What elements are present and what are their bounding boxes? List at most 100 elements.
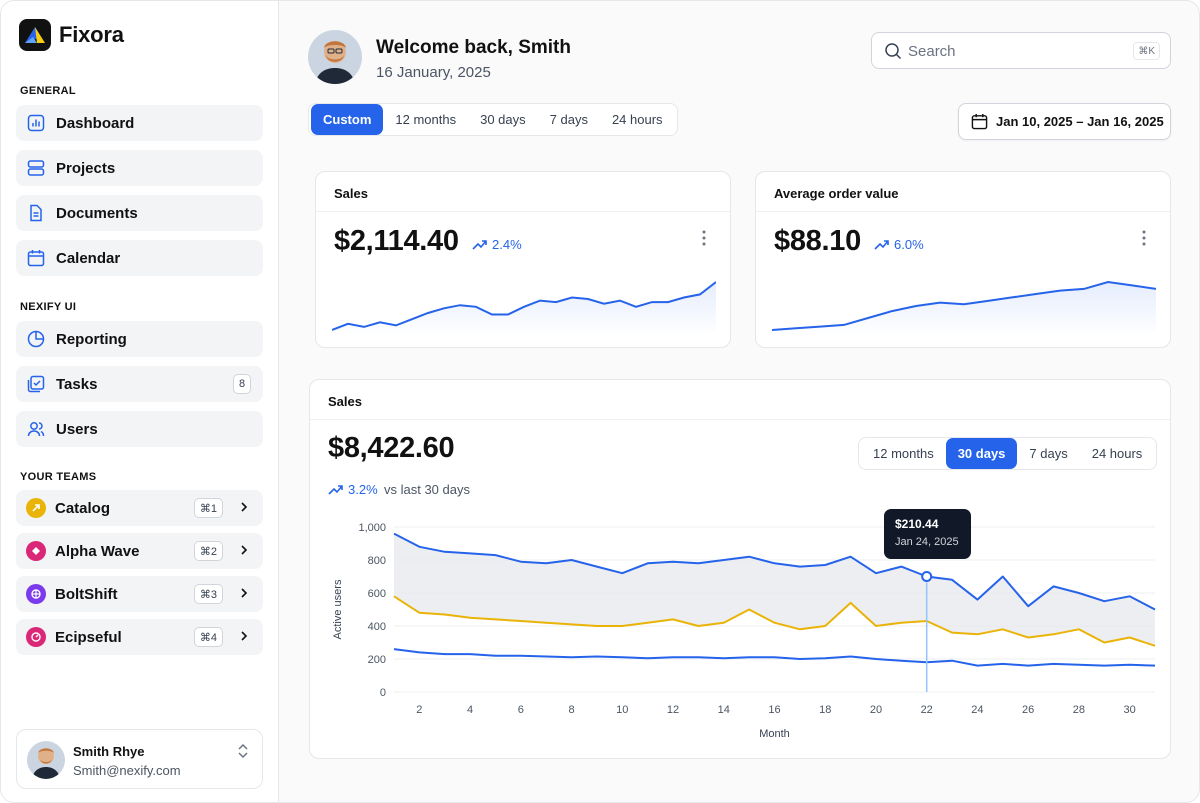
sparkline-line [332,281,716,331]
x-tick-label: 28 [1073,704,1085,716]
y-tick-label: 0 [380,687,386,699]
kpi-card-aov: Average order value $88.10 6.0% [755,171,1171,348]
trend-up-icon [874,239,889,250]
sales-range-tabs: 12 months 30 days 7 days 24 hours [858,437,1158,470]
sidebar-item-label: Calendar [56,249,121,267]
date-range-picker[interactable]: Jan 10, 2025 – Jan 16, 2025 [958,103,1171,140]
chevron-right-icon [241,631,248,641]
x-tick-label: 4 [467,704,473,716]
sidebar-item-projects[interactable]: Projects [16,150,263,186]
chevron-right-icon [241,545,248,555]
chevron-right-icon [241,588,248,598]
card-divider [756,211,1170,212]
sales-chart-card: Sales $8,422.60 3.2% vs last 30 days 12 … [309,379,1171,759]
tab-7-days[interactable]: 7 days [1029,446,1068,461]
team-shortcut: ⌘3 [193,584,223,604]
x-tick-label: 24 [971,704,983,716]
tasks-count-badge: 8 [233,374,251,394]
aov-sparkline [772,280,1156,336]
x-tick-label: 14 [718,704,730,716]
chart-icon [26,113,46,133]
tab-7-days[interactable]: 7 days [549,112,588,127]
team-shortcut: ⌘1 [193,498,223,518]
x-tick-label: 6 [518,704,524,716]
team-item-ecipseful[interactable]: Ecipseful ⌘4 [16,619,263,655]
sidebar-item-label: Reporting [56,330,127,348]
pie-icon [26,329,46,349]
tab-12-months[interactable]: 12 months [395,112,457,127]
trend-up-icon [472,239,487,250]
brand-name: Fixora [59,22,124,47]
document-icon [26,203,46,223]
brand-logo[interactable]: Fixora [19,19,124,51]
team-label: BoltShift [55,585,118,603]
tab-30-days[interactable]: 30 days [480,112,526,127]
kpi-delta: 2.4% [472,237,522,252]
search-icon [885,43,902,60]
stack-icon [26,158,46,178]
kpi-card-sales: Sales $2,114.40 2.4% [315,171,731,348]
date-range-label: Jan 10, 2025 – Jan 16, 2025 [996,114,1164,129]
current-date: 16 January, 2025 [376,64,491,81]
kpi-delta: 6.0% [874,237,924,252]
avatar[interactable] [308,30,362,84]
card-title: Sales [328,394,362,409]
tab-24-hours[interactable]: 24 hours [1091,446,1143,461]
sidebar-item-tasks[interactable]: Tasks 8 [16,366,263,402]
x-tick-label: 16 [768,704,780,716]
series-line-0 [393,532,1156,611]
team-item-catalog[interactable]: Catalog ⌘1 [16,490,263,526]
card-divider [316,211,730,212]
sales-delta-value: 3.2% [348,482,378,497]
section-nexify: NEXIFY UI [20,301,77,313]
kpi-value: $88.10 [774,225,861,257]
team-item-alpha-wave[interactable]: Alpha Wave ⌘2 [16,533,263,569]
sidebar-item-documents[interactable]: Documents [16,195,263,231]
tab-12-months[interactable]: 12 months [873,446,934,461]
sidebar-item-label: Users [56,420,98,438]
range-tabs: Custom 12 months 30 days 7 days 24 hours [308,103,678,136]
card-title: Average order value [774,186,899,201]
sidebar-item-dashboard[interactable]: Dashboard [16,105,263,141]
section-teams: YOUR TEAMS [20,471,97,483]
x-tick-label: 22 [921,704,933,716]
tooltip-date: Jan 24, 2025 [895,536,959,548]
user-name: Smith Rhye [73,744,145,759]
team-label: Ecipseful [55,628,122,646]
more-options-icon[interactable] [1138,229,1150,247]
search-box[interactable]: ⌘K [871,32,1171,69]
calendar-icon [971,113,988,130]
sidebar-item-reporting[interactable]: Reporting [16,321,263,357]
x-tick-label: 20 [870,704,882,716]
x-tick-label: 26 [1022,704,1034,716]
y-tick-label: 800 [368,555,386,567]
boltshift-team-icon [26,584,46,604]
sales-total: $8,422.60 [328,432,455,464]
tab-24-hours[interactable]: 24 hours [611,112,663,127]
sidebar-item-users[interactable]: Users [16,411,263,447]
team-label: Alpha Wave [55,542,140,560]
avatar [27,741,65,779]
sidebar-item-label: Tasks [56,375,98,393]
y-tick-label: 200 [368,654,386,666]
alpha-wave-team-icon [26,541,46,561]
sidebar-item-label: Projects [56,159,116,177]
tab-30-days[interactable]: 30 days [945,438,1018,469]
x-tick-label: 8 [569,704,575,716]
x-tick-label: 10 [616,704,628,716]
chevron-up-down-icon [238,743,248,759]
x-axis-label: Month [759,728,790,740]
account-switcher[interactable]: Smith Rhye Smith@nexify.com [16,729,263,789]
search-input[interactable] [908,39,1108,63]
y-tick-label: 600 [368,588,386,600]
series-band [394,533,1155,646]
x-tick-label: 18 [819,704,831,716]
sidebar-item-calendar[interactable]: Calendar [16,240,263,276]
kpi-delta-value: 6.0% [894,237,924,252]
tab-custom[interactable]: Custom [311,104,384,135]
highlight-point [921,571,933,582]
team-item-boltshift[interactable]: BoltShift ⌘3 [16,576,263,612]
more-options-icon[interactable] [698,229,710,247]
sparkline-area [772,282,1156,336]
